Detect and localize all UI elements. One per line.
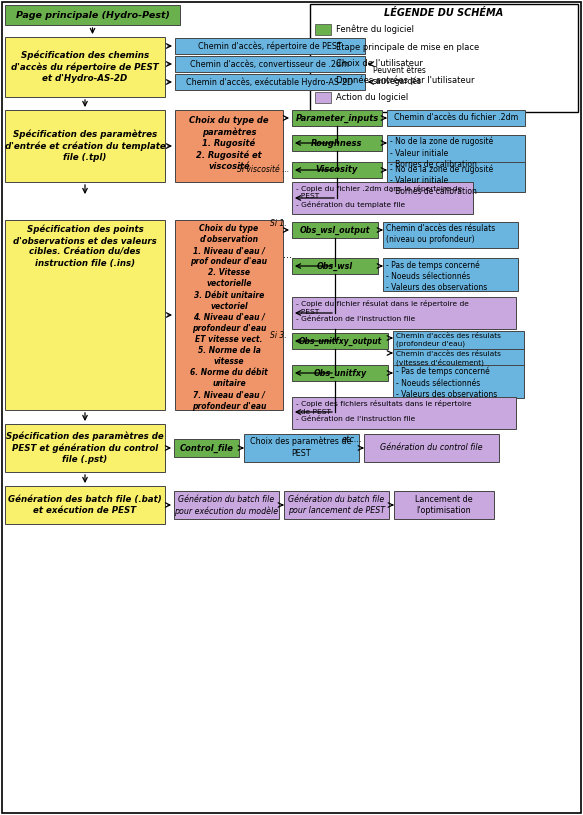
Text: etc...: etc...: [342, 434, 363, 443]
Text: - Pas de temps concerné
- Noeuds sélectionnés
- Valeurs des observations: - Pas de temps concerné - Noeuds sélecti…: [386, 260, 487, 292]
Text: - No de la zone de rugosité
- Valeur initiale
- Bornes de calibration: - No de la zone de rugosité - Valeur ini…: [390, 137, 493, 169]
Text: Choix du type
d'observation
1. Niveau d'eau /
prof ondeur d'eau
2. Vitesse
vecto: Choix du type d'observation 1. Niveau d'…: [190, 224, 268, 411]
FancyBboxPatch shape: [292, 297, 516, 329]
Text: Control_file: Control_file: [180, 443, 233, 452]
FancyBboxPatch shape: [393, 331, 524, 349]
FancyBboxPatch shape: [284, 491, 389, 519]
FancyBboxPatch shape: [315, 58, 331, 69]
FancyBboxPatch shape: [315, 92, 331, 103]
Text: Données entrées par l'utilisateur: Données entrées par l'utilisateur: [336, 76, 475, 86]
Text: - Pas de temps concerné
- Noeuds sélectionnés
- Valeurs des observations: - Pas de temps concerné - Noeuds sélecti…: [396, 367, 497, 399]
FancyBboxPatch shape: [393, 349, 524, 367]
FancyBboxPatch shape: [292, 222, 378, 238]
Text: ...: ...: [283, 250, 292, 260]
Text: Génération du batch file
pour exécution du modèle: Génération du batch file pour exécution …: [174, 495, 279, 516]
Text: Action du logiciel: Action du logiciel: [336, 93, 408, 102]
FancyBboxPatch shape: [292, 397, 516, 429]
Text: Viscosity: Viscosity: [316, 165, 358, 174]
Text: Chemin d'accès des résulats
(profondeur d'eau): Chemin d'accès des résulats (profondeur …: [396, 333, 501, 347]
Text: Choix de l'utilisateur: Choix de l'utilisateur: [336, 59, 423, 68]
Text: Fenêtre du logiciel: Fenêtre du logiciel: [336, 24, 414, 34]
FancyBboxPatch shape: [5, 5, 180, 25]
FancyBboxPatch shape: [393, 365, 524, 398]
FancyBboxPatch shape: [292, 135, 382, 151]
Text: Chemin d'accès, convertisseur de .2dm: Chemin d'accès, convertisseur de .2dm: [191, 59, 350, 68]
FancyBboxPatch shape: [315, 24, 331, 35]
FancyBboxPatch shape: [292, 258, 378, 274]
FancyBboxPatch shape: [292, 110, 382, 126]
FancyBboxPatch shape: [310, 4, 578, 112]
FancyBboxPatch shape: [175, 38, 365, 54]
Text: Choix des paramètres de
PEST: Choix des paramètres de PEST: [250, 437, 352, 457]
FancyBboxPatch shape: [174, 439, 239, 457]
FancyBboxPatch shape: [175, 56, 365, 72]
FancyBboxPatch shape: [292, 365, 388, 381]
FancyBboxPatch shape: [175, 110, 283, 182]
Text: Étape principale de mise en place: Étape principale de mise en place: [336, 42, 479, 51]
Text: Roughness: Roughness: [311, 139, 363, 148]
Text: Génération du batch file
pour lancement de PEST: Génération du batch file pour lancement …: [288, 495, 385, 515]
FancyBboxPatch shape: [315, 41, 331, 52]
Text: Parameter_inputs: Parameter_inputs: [296, 113, 378, 122]
FancyBboxPatch shape: [387, 135, 525, 165]
Text: Chemin d'accès, exécutable Hydro-AS-2D: Chemin d'accès, exécutable Hydro-AS-2D: [187, 77, 353, 86]
Text: Obs_wsl_output: Obs_wsl_output: [300, 226, 370, 235]
Text: Chemin d'accès du fichier .2dm: Chemin d'accès du fichier .2dm: [394, 113, 518, 122]
Text: - Copie du fichier .2dm dans le répertoire de
  PEST
- Génération du template fi: - Copie du fichier .2dm dans le répertoi…: [296, 185, 462, 209]
Text: Chemin d'accès des résulats
(niveau ou profondeur): Chemin d'accès des résulats (niveau ou p…: [386, 224, 495, 244]
FancyBboxPatch shape: [292, 162, 382, 178]
Text: Spécification des paramètres
d'entrée et création du template
file (.tpl): Spécification des paramètres d'entrée et…: [5, 130, 166, 162]
FancyBboxPatch shape: [292, 333, 388, 349]
Text: Obs_unitfxy: Obs_unitfxy: [314, 368, 367, 377]
Text: Génération des batch file (.bat)
et exécution de PEST: Génération des batch file (.bat) et exéc…: [8, 495, 162, 515]
FancyBboxPatch shape: [174, 491, 279, 519]
FancyBboxPatch shape: [315, 75, 331, 86]
Text: Si 3.: Si 3.: [271, 332, 287, 341]
FancyBboxPatch shape: [5, 37, 165, 97]
FancyBboxPatch shape: [387, 162, 525, 192]
Text: Spécification des points
d'observations et des valeurs
cibles. Création du/des
i: Spécification des points d'observations …: [13, 225, 157, 268]
Text: Spécification des paramètres de
PEST et génération du control
file (.pst): Spécification des paramètres de PEST et …: [6, 432, 164, 465]
FancyBboxPatch shape: [175, 74, 365, 90]
Text: Si viscosité ...: Si viscosité ...: [237, 165, 289, 174]
FancyBboxPatch shape: [5, 220, 165, 410]
FancyBboxPatch shape: [5, 424, 165, 472]
Text: Si 1.: Si 1.: [271, 219, 287, 228]
Text: Peuvent êtres
sauvegardés: Peuvent êtres sauvegardés: [373, 66, 426, 86]
FancyBboxPatch shape: [175, 220, 283, 410]
FancyBboxPatch shape: [5, 110, 165, 182]
Text: - Copie du fichier résulat dans le répertoire de
  PEST
- Génération de l'instru: - Copie du fichier résulat dans le réper…: [296, 300, 469, 322]
Text: Chemin d'accès, répertoire de PEST: Chemin d'accès, répertoire de PEST: [198, 42, 342, 51]
Text: Génération du control file: Génération du control file: [380, 443, 482, 452]
Text: Lancement de
l'optimisation: Lancement de l'optimisation: [415, 495, 473, 515]
Text: Chemin d'accès des résulats
(vitesses d'écoulement): Chemin d'accès des résulats (vitesses d'…: [396, 351, 501, 366]
Text: Obs_wsl: Obs_wsl: [317, 262, 353, 271]
FancyBboxPatch shape: [394, 491, 494, 519]
FancyBboxPatch shape: [364, 434, 499, 462]
Text: LÉGENDE DU SCHÉMA: LÉGENDE DU SCHÉMA: [384, 8, 504, 18]
Text: Choix du type de
paramètres
1. Rugosité
2. Rugosité et
viscosité: Choix du type de paramètres 1. Rugosité …: [189, 116, 269, 171]
FancyBboxPatch shape: [244, 434, 359, 462]
Text: - Copie des fichiers résultats dans le répertoire
  de PEST
- Génération de l'in: - Copie des fichiers résultats dans le r…: [296, 400, 472, 422]
FancyBboxPatch shape: [5, 486, 165, 524]
FancyBboxPatch shape: [292, 182, 473, 214]
Text: Page principale (Hydro-Pest): Page principale (Hydro-Pest): [16, 11, 170, 20]
Text: - No de la zone de rugosité
- Valeur initiale
- Bornes de calibration: - No de la zone de rugosité - Valeur ini…: [390, 164, 493, 196]
FancyBboxPatch shape: [383, 258, 518, 291]
FancyBboxPatch shape: [387, 110, 525, 126]
Text: Obs_unitfxy_output: Obs_unitfxy_output: [298, 337, 382, 346]
FancyBboxPatch shape: [383, 222, 518, 248]
Text: Spécification des chemins
d'accès du répertoire de PEST
et d'Hydro-AS-2D: Spécification des chemins d'accès du rép…: [11, 51, 159, 83]
